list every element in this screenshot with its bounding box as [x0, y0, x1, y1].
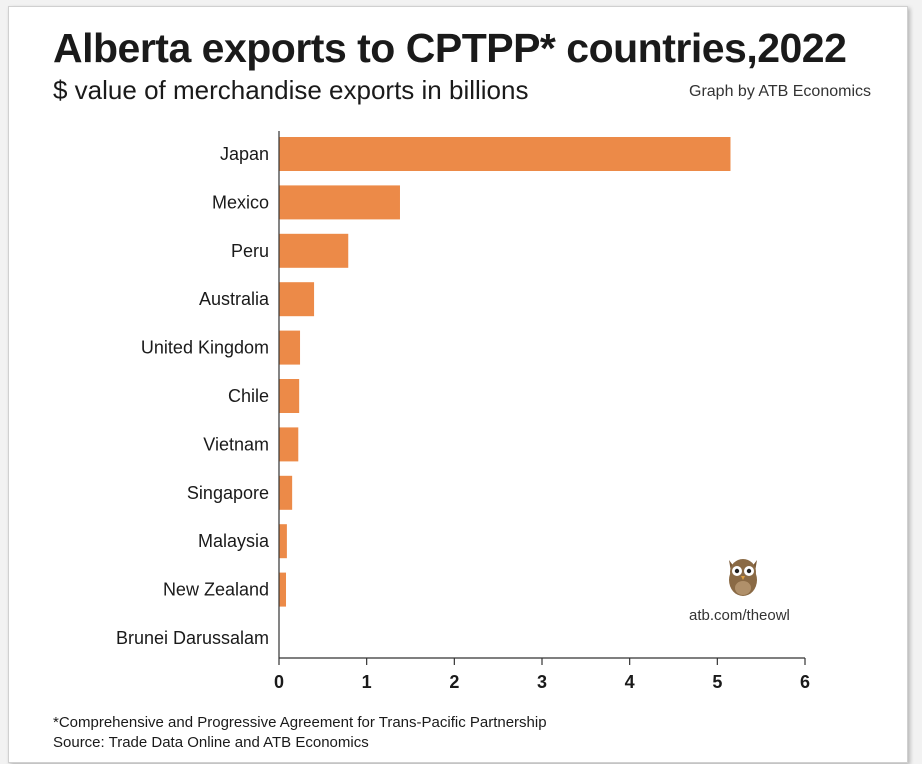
owl-icon: [729, 559, 757, 596]
bar: [279, 282, 315, 317]
category-label: Chile: [228, 386, 269, 406]
x-tick-label: 5: [712, 672, 722, 692]
bar: [279, 475, 293, 510]
chart-credit: Graph by ATB Economics: [689, 83, 871, 100]
bar: [279, 524, 287, 559]
category-label: Brunei Darussalam: [116, 628, 269, 648]
bar: [279, 572, 287, 607]
category-label: Vietnam: [203, 434, 269, 454]
bar: [279, 427, 299, 462]
chart-card: Alberta exports to CPTPP* countries,2022…: [8, 6, 908, 763]
x-tick-label: 6: [800, 672, 810, 692]
bar: [279, 379, 300, 413]
category-label: Peru: [231, 241, 269, 261]
footnote-source: Source: Trade Data Online and ATB Econom…: [53, 734, 369, 751]
x-tick-label: 2: [449, 672, 459, 692]
bar: [279, 137, 731, 171]
bar: [279, 185, 400, 220]
bar: [279, 233, 349, 268]
category-label: New Zealand: [163, 580, 269, 600]
category-label: Australia: [199, 289, 270, 309]
x-tick-label: 4: [625, 672, 635, 692]
footnote: *Comprehensive and Progressive Agreement…: [53, 713, 547, 753]
chart-subtitle: $ value of merchandise exports in billio…: [53, 75, 529, 105]
category-label: Malaysia: [198, 531, 270, 551]
bar-chart: Japan Mexico Peru Australia United Kingdom Ch…: [116, 131, 810, 692]
x-tick-label: 1: [362, 672, 372, 692]
category-label: Japan: [220, 144, 269, 164]
bar: [279, 330, 301, 365]
category-label: Mexico: [212, 192, 269, 212]
x-tick-label: 0: [274, 672, 284, 692]
chart-title: Alberta exports to CPTPP* countries,2022: [53, 25, 847, 71]
x-tick-label: 3: [537, 672, 547, 692]
footnote-definition: *Comprehensive and Progressive Agreement…: [53, 714, 547, 731]
owl-url: atb.com/theowl: [689, 607, 790, 624]
category-label: Singapore: [187, 483, 269, 503]
category-label: United Kingdom: [141, 338, 269, 358]
